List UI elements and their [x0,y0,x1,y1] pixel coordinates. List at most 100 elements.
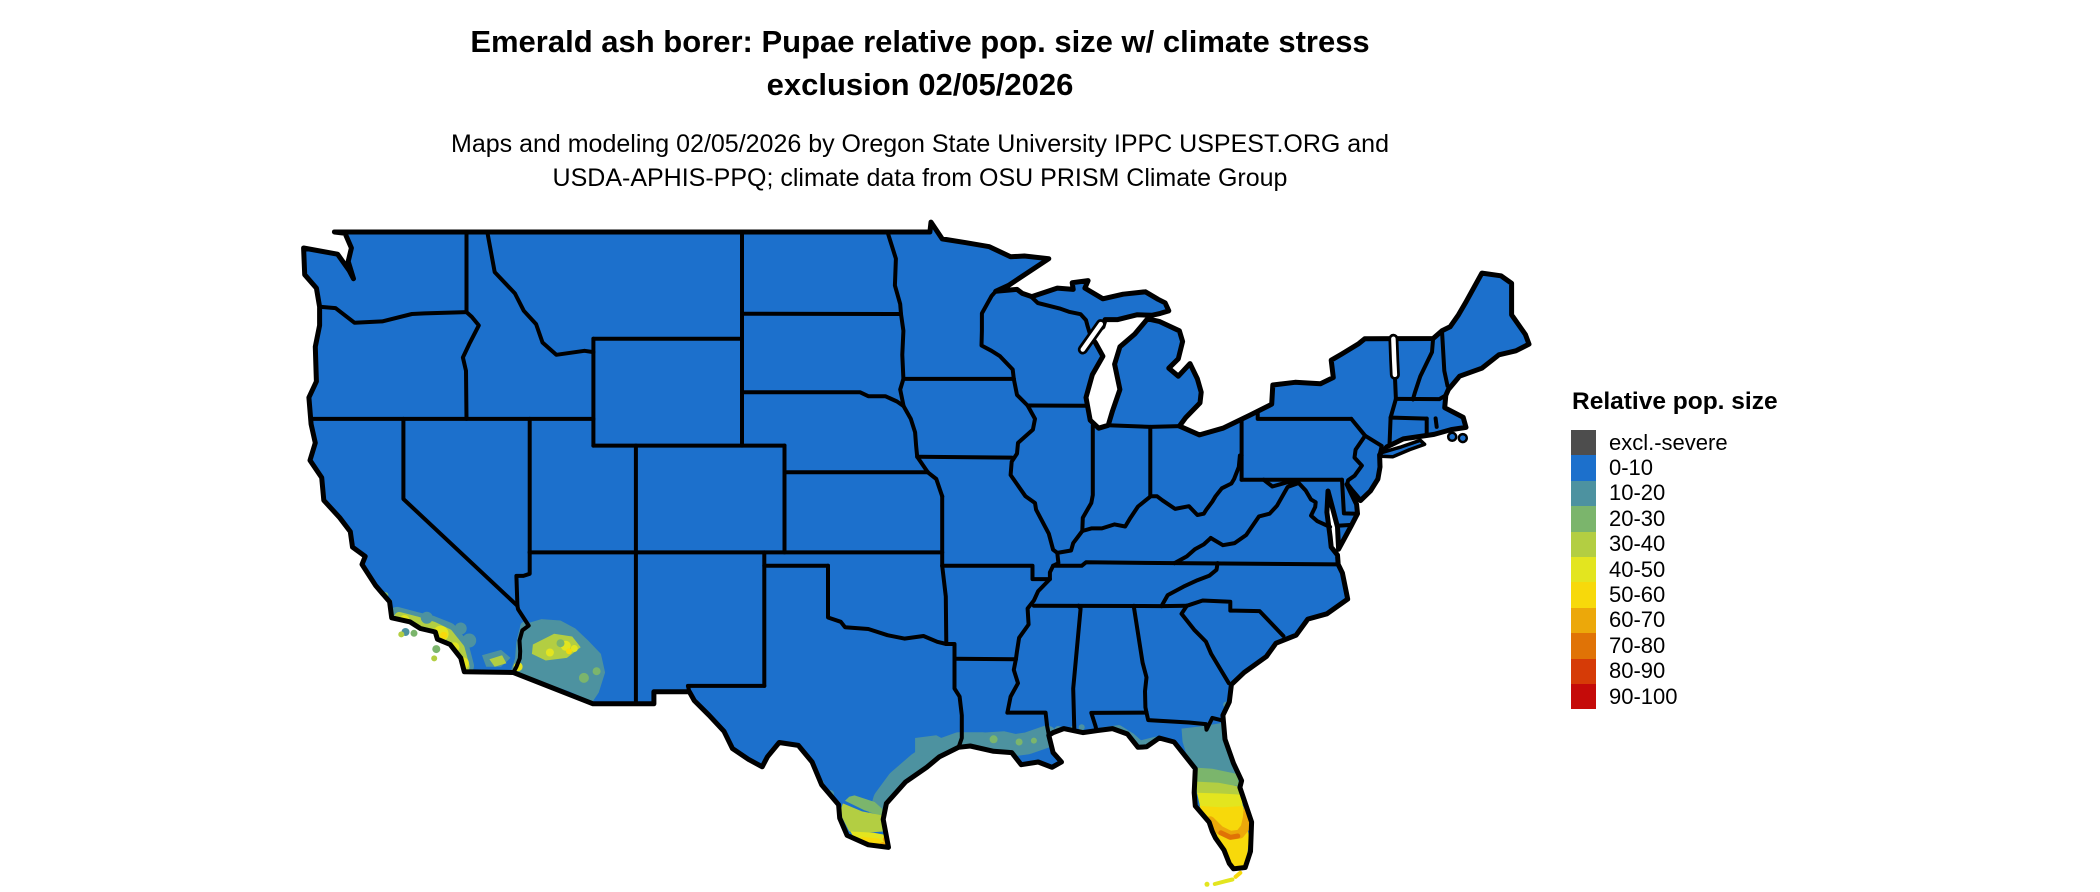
pop-region-10-20 [454,622,467,635]
legend-label: 20-30 [1609,505,1666,531]
state-border-line [485,230,596,357]
state-border-line [1410,336,1436,402]
pop-region-70-80 [1218,830,1241,840]
legend-swatch [1571,430,1596,456]
state-border-line [1433,416,1439,429]
legend-item: 40-50 [1571,557,1931,583]
legend-swatch [1571,607,1596,634]
state-border-line [1340,477,1360,516]
pop-region-40-50 [570,645,578,652]
pop-region-30-40 [489,655,507,667]
pop-region-20-30 [410,629,418,637]
state-border-line [925,470,945,499]
legend-swatch [1571,455,1596,481]
pop-region-30-40 [1194,781,1241,796]
state-border-line [1172,536,1213,566]
legend-item: 30-40 [1571,531,1931,557]
legend-label: 0-10 [1609,455,1654,481]
map-subtitle: Maps and modeling 02/05/2026 by Oregon S… [170,127,1670,195]
state-border-line [1144,710,1224,732]
legend-item: 90-100 [1571,684,1931,710]
coastal-island [1446,431,1458,443]
legend-label: 10-20 [1609,480,1666,506]
coastal-island [1457,432,1469,444]
legend-label: 70-80 [1609,632,1666,658]
legend-label: excl.-severe [1609,429,1728,455]
legend-label: 60-70 [1609,607,1666,633]
pop-region-20-30 [989,735,998,744]
state-border-line [1080,423,1095,533]
state-border-line [1255,409,1354,421]
pop-region-30-40 [431,655,438,662]
legend-swatch [1571,582,1596,608]
state-border-line [1055,453,1244,555]
state-border-line [1261,477,1333,529]
pop-region-50-60 [440,631,448,639]
pop-region-20-30 [1030,737,1037,744]
green-bay-water [1080,321,1104,352]
state-border-line [979,289,1016,381]
state-border-line [885,230,903,316]
pop-region-20-30 [592,667,601,676]
legend-label: 50-60 [1609,582,1666,608]
map-title-line2: exclusion 02/05/2026 [766,67,1074,102]
us-landmass [303,222,1530,869]
map-subtitle-line2: USDA-APHIS-PPQ; climate data from OSU PR… [552,164,1288,192]
islands-layer [1379,431,1469,459]
state-border-line [1388,415,1429,421]
state-border-line [511,603,531,675]
legend-swatch [1571,531,1596,557]
pop-region-40-50 [1204,881,1210,887]
state-border-line [1184,598,1286,638]
legend-item: 10-20 [1571,480,1931,507]
legend-swatch [1571,658,1596,684]
state-border-line [685,683,767,694]
pop-region-40-50 [545,648,554,657]
pop-region-10-20 [420,611,433,624]
legend-item: 80-90 [1571,658,1931,684]
state-border-line [1106,423,1182,429]
state-border-line [1005,376,1061,715]
map-title-line1: Emerald ash borer: Pupae relative pop. s… [470,24,1370,59]
pop-region-50-60 [1233,870,1243,879]
legend-item: 20-30 [1571,505,1931,532]
state-border-line [460,310,481,421]
pop-region-10-20 [1225,713,1232,720]
pop-region-40-50 [1197,792,1244,809]
pop-region-20-30 [578,672,589,683]
map-header: Emerald ash borer: Pupae relative pop. s… [170,20,1670,106]
pop-region-20-30 [1190,767,1240,786]
legend-items: excl.-severe 0-10 10-20 20-30 30-40 40-50 50-6… [1571,429,1931,710]
state-borders-layer [301,219,1532,872]
state-border-line [1179,603,1231,686]
legend-swatch [1571,506,1596,532]
map-legend: Relative pop. size excl.-severe 0-10 10-20… [1571,388,1931,710]
pop-region-30-40 [839,803,885,833]
state-border-line [1393,393,1448,402]
state-border-line [1051,560,1177,568]
state-border-line [1345,416,1368,487]
us-outline [301,219,1532,872]
legend-item: 60-70 [1571,607,1931,634]
pop-region-20-30 [1015,738,1023,746]
pop-region-20-30 [845,795,883,817]
legend-title: Relative pop. size [1572,388,1778,415]
offshore-raster-layer [398,628,1243,887]
state-border-line [915,454,1014,460]
pop-region-20-30 [432,645,441,654]
legend-item: 70-80 [1571,632,1931,659]
state-border-line [1071,603,1083,732]
state-border-line [952,656,1018,662]
pop-region-30-40 [398,631,405,638]
lake-champlain-water [1391,336,1398,378]
pop-region-10-20 [915,735,952,757]
state-border-line [1131,603,1149,715]
legend-swatch [1571,633,1596,659]
state-border-line [1335,522,1354,528]
state-border-line [1005,710,1051,737]
pop-region-10-20 [1078,724,1085,731]
pop-region-60-70 [1205,806,1253,840]
state-border-line [826,563,949,646]
